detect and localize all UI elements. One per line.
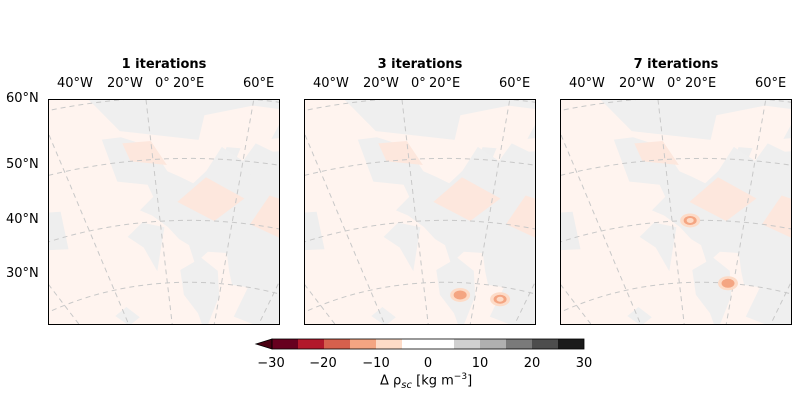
colorbar-tick-label: −20: [309, 356, 337, 371]
anomaly-core: [686, 217, 694, 223]
weak-anomaly-region: [762, 195, 791, 238]
colorbar-segment: [558, 339, 584, 349]
colorbar-segment: [350, 339, 376, 349]
colorbar-tick-label: 20: [523, 356, 541, 371]
map-svg-3: [561, 100, 791, 324]
lon-tick-label: 0°: [667, 76, 682, 91]
colorbar-outline: [271, 338, 585, 350]
graticule-parallel: [561, 219, 791, 243]
panel-2-title: 3 iterations: [377, 57, 463, 72]
anomaly-core: [456, 292, 464, 298]
land-region: [180, 257, 220, 324]
lon-tick-label: 40°W: [57, 76, 93, 91]
map-panel-3: [560, 99, 792, 325]
lon-tick-label: 0°: [411, 76, 426, 91]
colorbar-segment: [402, 339, 428, 349]
gray-field-region: [561, 211, 581, 251]
weak-anomaly-region: [689, 177, 757, 221]
colorbar-segment: [480, 339, 506, 349]
colorbar-tick-label: 10: [471, 356, 489, 371]
panel-1-title: 1 iterations: [121, 57, 207, 72]
lon-tick-label: 40°W: [313, 76, 349, 91]
graticule-parallel: [305, 157, 535, 176]
gray-field-region: [49, 211, 69, 251]
lat-tick-label: 40°N: [6, 212, 39, 227]
colorbar-segment: [506, 339, 532, 349]
colorbar-segment: [428, 339, 454, 349]
land-region: [600, 100, 791, 140]
lon-tick-label: 0°: [155, 76, 170, 91]
anomaly-halo: [535, 312, 536, 325]
colorbar-segment: [376, 339, 402, 349]
colorbar-segment: [298, 339, 324, 349]
colorbar-tick-label: −10: [362, 356, 390, 371]
graticule-parallel: [305, 219, 535, 243]
colorbar-extension: [254, 338, 273, 350]
weak-anomaly-region: [250, 195, 279, 238]
lat-tick-label: 60°N: [6, 91, 39, 106]
graticule-parallel: [561, 157, 791, 176]
lat-tick-label: 50°N: [6, 157, 39, 172]
colorbar-tick-label: 30: [575, 356, 593, 371]
map-svg-2: [305, 100, 536, 325]
colorbar-segment: [532, 339, 558, 349]
lat-tick-label: 30°N: [6, 266, 39, 281]
lon-tick-label: 20°W: [363, 76, 399, 91]
weak-anomaly-region: [506, 195, 535, 238]
land-region: [383, 222, 421, 272]
land-region: [344, 100, 535, 140]
lon-tick-label: 60°E: [499, 76, 531, 91]
weak-anomaly-region: [433, 177, 501, 221]
map-panel-2: [304, 99, 536, 325]
lon-tick-label: 60°E: [243, 76, 275, 91]
graticule-parallel: [49, 219, 279, 243]
colorbar-tick-label: −30: [257, 356, 285, 371]
land-region: [115, 307, 140, 324]
land-region: [127, 222, 165, 272]
lon-tick-label: 60°E: [755, 76, 787, 91]
colorbar-segment: [454, 339, 480, 349]
map-svg-1: [49, 100, 279, 324]
anomaly-core: [496, 296, 504, 302]
colorbar: [254, 338, 585, 350]
land-region: [627, 307, 652, 324]
panel-3-title: 7 iterations: [633, 57, 719, 72]
colorbar-tick-label: 0: [423, 356, 433, 371]
colorbar-segment: [272, 339, 298, 349]
lon-tick-label: 40°W: [569, 76, 605, 91]
lon-tick-label: 20°W: [619, 76, 655, 91]
land-region: [639, 222, 677, 272]
lon-tick-label: 20°W: [107, 76, 143, 91]
colorbar-segment: [324, 339, 350, 349]
colorbar-label: Δ ρsc [kg m−3]: [380, 372, 473, 391]
lon-tick-label: 20°E: [685, 76, 717, 91]
land-region: [371, 307, 396, 324]
graticule-parallel: [49, 157, 279, 176]
lon-tick-label: 20°E: [173, 76, 205, 91]
lon-tick-label: 20°E: [429, 76, 461, 91]
map-panel-1: [48, 99, 280, 325]
weak-anomaly-region: [177, 177, 245, 221]
land-region: [692, 257, 732, 324]
anomaly-core: [724, 280, 732, 286]
gray-field-region: [305, 211, 325, 251]
land-region: [88, 100, 279, 140]
